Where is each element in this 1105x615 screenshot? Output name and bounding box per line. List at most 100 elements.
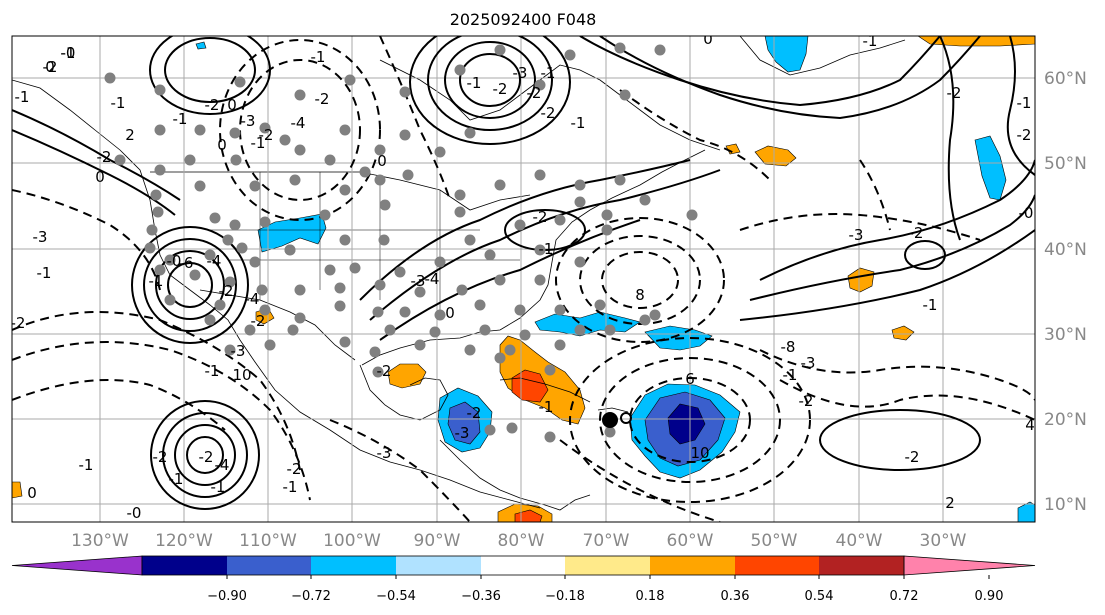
station-marker bbox=[229, 219, 241, 231]
north-ridge-1 bbox=[579, 36, 941, 107]
contour-label: -2 bbox=[287, 460, 302, 478]
low-caribbean bbox=[629, 377, 751, 463]
contour-label: -1 bbox=[539, 398, 554, 416]
station-marker bbox=[534, 274, 546, 286]
station-marker bbox=[639, 314, 651, 326]
low-center-us bbox=[239, 59, 361, 201]
contour-label: -2 bbox=[947, 84, 962, 102]
contour-label: 0 bbox=[95, 168, 105, 186]
ridge-band-3 bbox=[379, 219, 641, 341]
station-marker bbox=[104, 72, 116, 84]
contour-label: -1 bbox=[79, 456, 94, 474]
station-marker bbox=[349, 262, 361, 274]
station-marker bbox=[114, 154, 126, 166]
station-marker bbox=[289, 174, 301, 186]
station-marker bbox=[464, 127, 476, 139]
colorbar-outline bbox=[141, 555, 905, 576]
east-low-ellipse bbox=[819, 409, 981, 471]
colorbar-tick-label: −0.90 bbox=[207, 589, 247, 604]
station-marker bbox=[399, 86, 411, 98]
shade-orange-atlantic-2 bbox=[847, 267, 875, 293]
colorbar-tick-label: 0.90 bbox=[975, 589, 1004, 604]
station-marker bbox=[284, 244, 296, 256]
station-marker bbox=[434, 146, 446, 158]
contour-label: -2 bbox=[153, 448, 168, 466]
contour-label: 0 bbox=[45, 58, 55, 76]
contour-label: -1 bbox=[311, 48, 326, 66]
contour-label: -2 bbox=[251, 312, 266, 330]
contour-label: -1 bbox=[283, 478, 298, 496]
high-center-north-ring-3 bbox=[427, 36, 553, 131]
contour-label: -1 bbox=[37, 264, 52, 282]
station-marker bbox=[534, 79, 546, 91]
contour-label: 10 bbox=[232, 366, 251, 384]
contour-label: -2 bbox=[799, 392, 814, 410]
high-pacific-ring-2 bbox=[174, 424, 236, 486]
station-marker bbox=[189, 269, 201, 281]
high-west-coast bbox=[167, 262, 213, 308]
coast-greenland bbox=[739, 36, 906, 76]
low-caribbean-ring-3 bbox=[569, 337, 811, 503]
contour-label: -6 bbox=[179, 254, 194, 272]
station-marker bbox=[649, 309, 661, 321]
contour-label: -2 bbox=[11, 314, 26, 332]
station-marker bbox=[604, 426, 616, 438]
station-marker bbox=[204, 249, 216, 261]
station-marker bbox=[614, 42, 626, 54]
atlantic-ridge-3 bbox=[739, 229, 1035, 321]
station-marker bbox=[204, 314, 216, 326]
contour-label: -4 bbox=[425, 270, 440, 288]
contour-label: -3 bbox=[377, 444, 392, 462]
latitude-label: 30°N bbox=[1044, 325, 1087, 345]
longitude-label: 70°W bbox=[583, 531, 630, 551]
low-center-us-ring-2 bbox=[219, 39, 381, 221]
contour-label: -1 bbox=[541, 64, 556, 82]
station-marker bbox=[324, 264, 336, 276]
station-marker bbox=[456, 284, 468, 296]
station-marker bbox=[287, 324, 299, 336]
longitude-labels: 130°W 120°W 110°W 100°W 90°W 80°W 70°W 60°W 50°W… bbox=[71, 531, 967, 551]
latitude-labels: 60°N 50°N 40°N 30°N 20°N 10°N bbox=[1044, 69, 1087, 515]
longitude-label: 50°W bbox=[751, 531, 798, 551]
colorbar-extend-high bbox=[903, 555, 1036, 576]
storm-marker bbox=[602, 412, 618, 428]
station-marker bbox=[434, 309, 446, 321]
station-marker bbox=[256, 284, 268, 296]
station-marker bbox=[164, 254, 176, 266]
colorbar-tick-label: 0.18 bbox=[636, 589, 665, 604]
shade-orange-small-1 bbox=[12, 481, 23, 499]
contour-label: -3 bbox=[849, 226, 864, 244]
contour-label: -1 bbox=[467, 74, 482, 92]
contour-label: -1 bbox=[149, 272, 164, 290]
contour-label: -0 bbox=[1019, 204, 1034, 222]
trough-atlantic-1 bbox=[739, 213, 981, 241]
coast-yucatan bbox=[359, 364, 449, 421]
contour-label: -2 bbox=[199, 448, 214, 466]
solid-contours bbox=[12, 36, 1035, 510]
contour-label: -2 bbox=[43, 58, 58, 76]
trough-atlantic-3 bbox=[779, 379, 1035, 421]
station-marker bbox=[514, 219, 526, 231]
contour-label: -2 bbox=[533, 208, 548, 226]
station-marker bbox=[394, 266, 406, 278]
trough-east-1 bbox=[859, 159, 891, 231]
map-frame bbox=[11, 35, 1036, 523]
station-marker bbox=[154, 264, 166, 276]
station-marker bbox=[544, 431, 556, 443]
station-marker bbox=[374, 174, 386, 186]
high-center-north-ring-2 bbox=[444, 41, 536, 119]
contour-label: -4 bbox=[215, 456, 230, 474]
north-ridge-2 bbox=[599, 36, 981, 120]
station-marker bbox=[194, 124, 206, 136]
trough-south-2 bbox=[559, 439, 721, 522]
contour-label: -3 bbox=[513, 64, 528, 82]
station-marker bbox=[494, 179, 506, 191]
station-marker bbox=[144, 242, 156, 254]
station-marker bbox=[369, 346, 381, 358]
station-marker bbox=[639, 194, 651, 206]
contour-label: -4 bbox=[245, 290, 260, 308]
station-marker bbox=[294, 284, 306, 296]
station-marker bbox=[164, 294, 176, 306]
colorbar-segment bbox=[819, 556, 904, 575]
west-ridge-1 bbox=[12, 109, 181, 201]
